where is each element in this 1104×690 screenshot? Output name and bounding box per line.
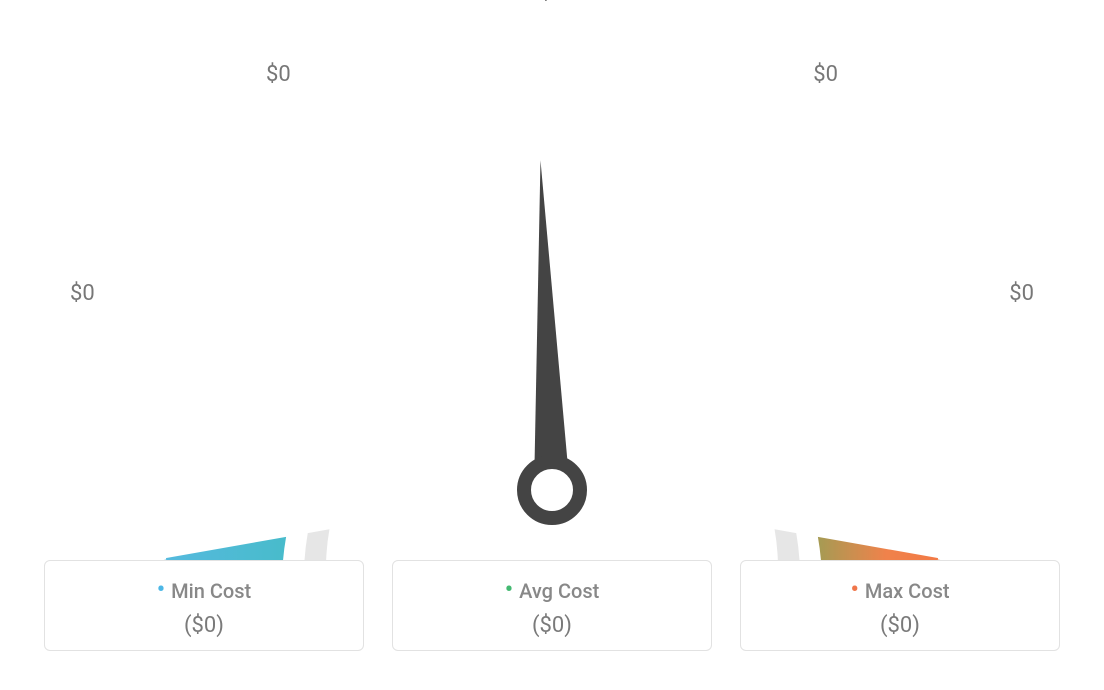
bullet-icon: • bbox=[157, 575, 165, 603]
gauge-chart: $0$0$0$0$0$0$0 bbox=[0, 0, 1104, 560]
legend-value: ($0) bbox=[393, 613, 711, 638]
legend-label: •Min Cost bbox=[45, 575, 363, 603]
legend-label: • Max Cost bbox=[741, 575, 1059, 603]
gauge-tick-label: $0 bbox=[266, 62, 291, 87]
bullet-icon: • bbox=[505, 575, 513, 603]
legend-value: ($0) bbox=[45, 613, 363, 638]
gauge-tick-label: $0 bbox=[813, 62, 838, 87]
gauge-needle bbox=[534, 160, 570, 490]
legend-label-text: Min Cost bbox=[171, 579, 251, 603]
legend-card-avg: •Avg Cost ($0) bbox=[392, 560, 712, 651]
legend-card-max: • Max Cost ($0) bbox=[740, 560, 1060, 651]
legend-label-text: Avg Cost bbox=[519, 579, 599, 603]
gauge-tick-label: $0 bbox=[1009, 281, 1034, 306]
legend-label: •Avg Cost bbox=[393, 575, 711, 603]
legend-card-min: •Min Cost ($0) bbox=[44, 560, 364, 651]
bullet-icon: • bbox=[850, 575, 858, 603]
gauge-tick-label: $0 bbox=[540, 0, 565, 5]
legend-row: •Min Cost ($0) •Avg Cost ($0) •Max Cost … bbox=[0, 560, 1104, 651]
gauge-hub bbox=[524, 462, 580, 518]
legend-value: ($0) bbox=[741, 613, 1059, 638]
legend-label-text: Max Cost bbox=[865, 579, 950, 603]
gauge-tick-label: $0 bbox=[70, 281, 95, 306]
